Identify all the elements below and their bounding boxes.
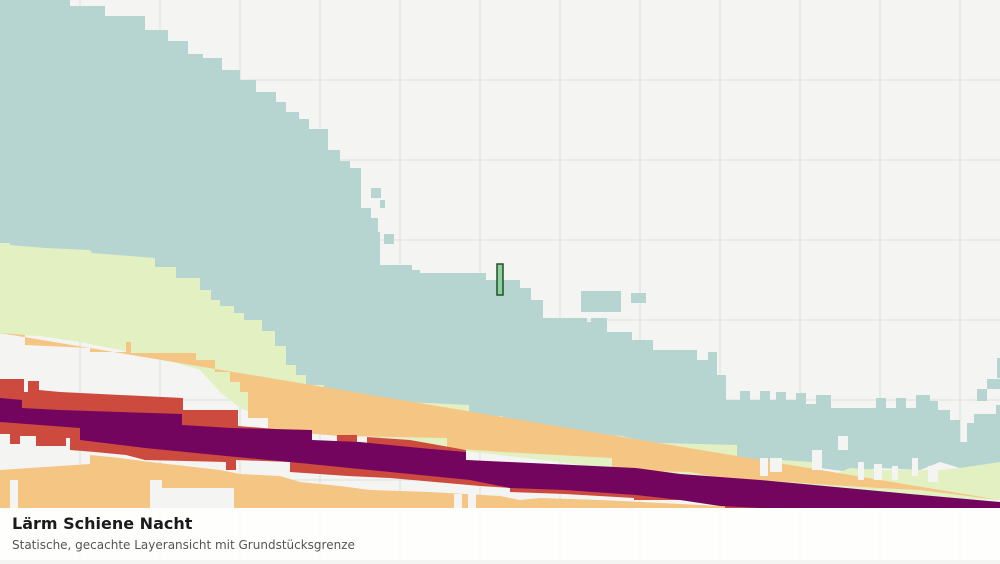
noise-band-highest bbox=[0, 398, 1000, 508]
layer-caption: Lärm Schiene Nacht Statische, gecachte L… bbox=[0, 508, 1000, 560]
parcel-boundary[interactable] bbox=[496, 263, 504, 296]
noise-patches bbox=[371, 188, 1000, 401]
building-gaps bbox=[10, 436, 938, 508]
layer-title: Lärm Schiene Nacht bbox=[12, 514, 193, 533]
layer-subtitle: Statische, gecachte Layeransicht mit Gru… bbox=[12, 538, 355, 552]
noise-band-mid bbox=[0, 333, 1000, 508]
